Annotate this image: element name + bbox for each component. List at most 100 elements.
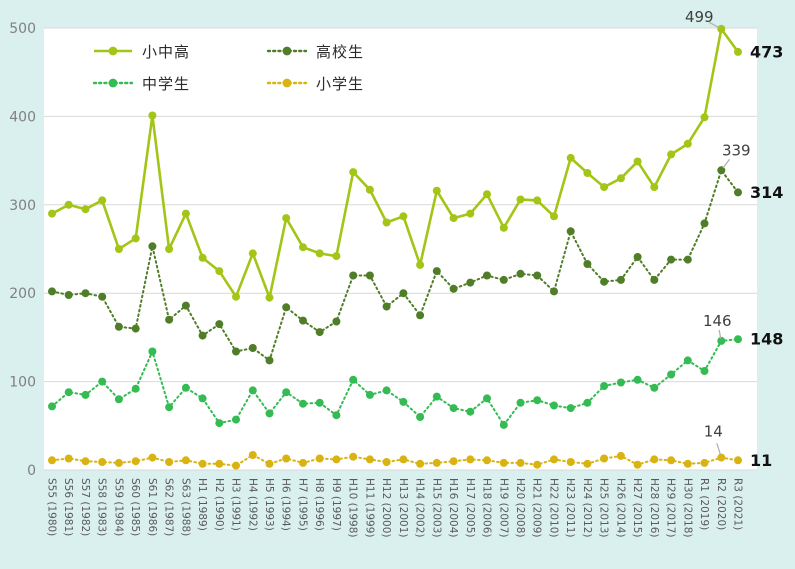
x-tick-label: H23 (2011) — [564, 478, 576, 538]
legend-swatch-icon — [92, 78, 134, 88]
data-point — [616, 174, 625, 183]
data-point — [717, 166, 726, 175]
data-point — [215, 419, 224, 428]
data-point — [181, 209, 190, 218]
annotation-label: 14 — [704, 423, 723, 441]
annotation-label: 146 — [703, 312, 732, 330]
x-tick-label: H18 (2006) — [481, 478, 493, 538]
data-point — [98, 292, 107, 301]
x-tick-label: R1 (2019) — [698, 478, 710, 530]
data-point — [734, 456, 742, 465]
x-tick-label: H19 (2007) — [497, 478, 509, 538]
data-point — [550, 401, 558, 410]
data-point — [265, 459, 274, 468]
data-point — [349, 168, 358, 177]
data-point — [516, 398, 525, 407]
data-point — [332, 455, 341, 464]
data-point — [365, 390, 374, 399]
data-point — [248, 344, 257, 352]
x-tick-label: H9 (1997) — [330, 478, 342, 531]
data-point — [399, 289, 408, 298]
series-line-1 — [51, 168, 739, 363]
data-point — [550, 212, 558, 221]
end-value-label: 473 — [750, 42, 783, 61]
data-point — [600, 454, 609, 463]
data-point — [265, 293, 274, 302]
data-point — [131, 324, 140, 333]
data-point — [499, 275, 508, 284]
data-point — [650, 383, 659, 392]
legend-label: 小中高 — [142, 42, 191, 61]
x-tick-label: H12 (2000) — [380, 478, 392, 538]
data-point — [282, 388, 291, 397]
data-point — [483, 394, 491, 403]
data-point — [98, 458, 107, 466]
data-point — [583, 459, 592, 468]
data-point — [683, 139, 692, 148]
x-tick-label: H14 (2002) — [414, 478, 426, 538]
x-tick-label: H2 (1990) — [213, 478, 225, 531]
x-tick-label: S56 (1981) — [62, 478, 74, 536]
data-point — [633, 375, 642, 384]
x-tick-label: H1 (1989) — [196, 478, 208, 531]
data-point — [683, 356, 692, 365]
data-point — [516, 195, 525, 204]
x-tick-label: H10 (1998) — [347, 478, 359, 538]
annotation-leader — [722, 158, 731, 169]
x-tick-label: S60 (1985) — [129, 478, 141, 536]
data-point — [667, 456, 676, 465]
data-point — [650, 455, 659, 464]
data-point — [566, 227, 575, 236]
data-point — [299, 399, 307, 408]
data-point — [165, 315, 174, 324]
data-point — [382, 302, 391, 311]
data-point — [332, 411, 341, 420]
annotation-label: 339 — [722, 141, 751, 159]
y-tick-label: 500 — [9, 21, 36, 37]
data-point — [98, 196, 107, 205]
legend: 小中高 高校生 中学生 小学生 — [92, 40, 364, 94]
data-point — [583, 169, 592, 177]
x-tick-label: H11 (1999) — [363, 478, 375, 538]
data-point — [248, 451, 257, 459]
data-point — [516, 269, 525, 278]
data-point — [81, 457, 90, 466]
data-point — [365, 185, 374, 194]
data-point — [533, 460, 542, 469]
data-point — [382, 218, 391, 227]
data-point — [667, 370, 676, 379]
data-point — [466, 407, 475, 416]
data-point — [734, 47, 742, 56]
data-point — [232, 415, 240, 424]
legend-label: 中学生 — [142, 74, 191, 93]
data-point — [416, 459, 425, 468]
y-tick-label: 100 — [9, 375, 36, 391]
data-point — [198, 459, 207, 468]
x-tick-label: H4 (1992) — [246, 478, 258, 531]
data-point — [600, 382, 609, 390]
x-tick-label: H5 (1993) — [263, 478, 275, 531]
data-point — [198, 331, 207, 340]
data-point — [48, 209, 56, 218]
data-point — [131, 384, 140, 393]
data-point — [700, 367, 709, 375]
x-tick-label: H6 (1994) — [280, 478, 292, 531]
data-point — [332, 252, 341, 261]
data-point — [432, 267, 441, 276]
data-point — [98, 377, 107, 386]
annotation-leader — [716, 443, 721, 455]
data-point — [499, 458, 508, 467]
data-point — [616, 275, 625, 284]
data-point — [466, 209, 475, 218]
legend-item-2: 中学生 — [92, 72, 242, 94]
x-tick-label: S61 (1986) — [146, 478, 158, 536]
x-tick-label: S55 (1980) — [46, 478, 58, 536]
x-tick-label: S58 (1983) — [96, 478, 108, 536]
data-point — [633, 253, 642, 261]
data-point — [48, 402, 56, 411]
data-point — [717, 336, 726, 345]
data-point — [215, 459, 224, 468]
x-tick-label: H7 (1995) — [297, 478, 309, 531]
data-point — [533, 196, 542, 205]
